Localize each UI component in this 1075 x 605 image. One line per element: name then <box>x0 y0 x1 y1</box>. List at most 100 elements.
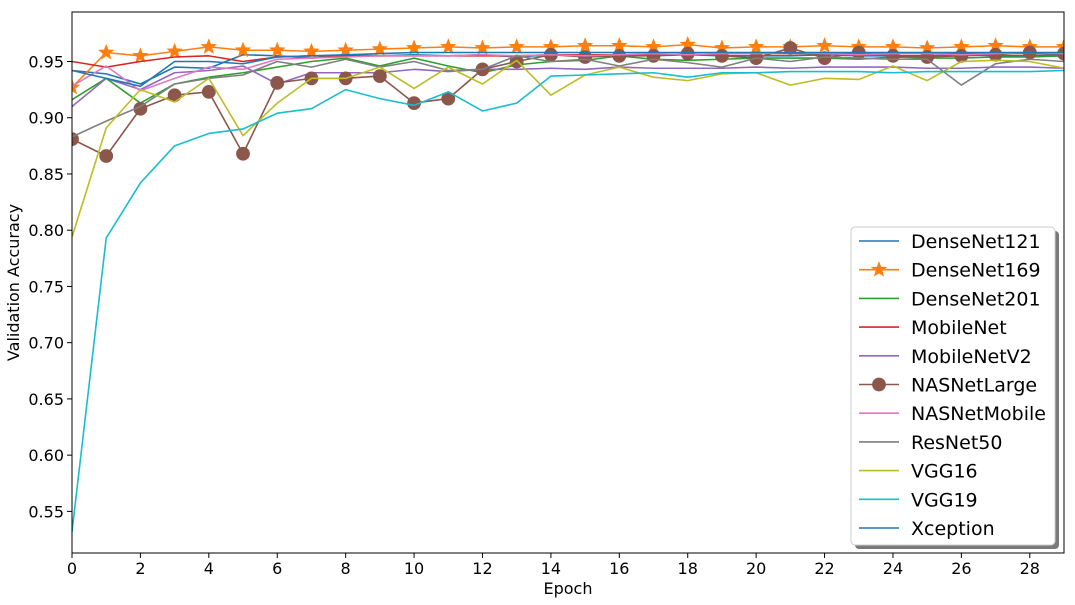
x-tick-label: 18 <box>678 559 698 578</box>
x-tick-label: 20 <box>746 559 766 578</box>
data-point-densenet169 <box>166 42 183 59</box>
x-tick-label: 14 <box>541 559 561 578</box>
data-point-densenet169 <box>303 42 320 59</box>
legend-label: DenseNet201 <box>911 288 1041 310</box>
data-point-nasnetlarge <box>715 48 729 63</box>
data-point-nasnetlarge <box>680 46 695 61</box>
legend-item-mobilenet: MobileNet <box>859 317 1007 339</box>
series-line-vgg19 <box>72 69 1064 532</box>
y-tick-label: 0.70 <box>28 334 64 353</box>
series-nasnetmobile <box>72 51 1064 92</box>
legend-label: DenseNet121 <box>911 231 1041 253</box>
legend-label: VGG16 <box>911 461 978 483</box>
data-point-densenet169 <box>371 40 389 57</box>
series-vgg16 <box>72 59 1064 238</box>
series-line-nasnetmobile <box>72 51 1064 92</box>
series-layer <box>72 36 1064 532</box>
x-tick-label: 22 <box>814 559 834 578</box>
y-tick-label: 0.90 <box>28 109 64 128</box>
x-tick-label: 12 <box>472 559 492 578</box>
data-point-nasnetlarge <box>99 149 114 163</box>
data-point-densenet169 <box>234 41 252 58</box>
series-line-xception <box>72 51 1064 88</box>
data-point-nasnetlarge <box>236 146 250 161</box>
legend: DenseNet121 DenseNet169 DenseNet201 MobileN… <box>850 226 1059 549</box>
data-point-densenet169 <box>508 38 525 54</box>
y-tick-label: 0.75 <box>28 277 64 296</box>
data-point-densenet169 <box>747 38 765 54</box>
data-point-nasnetlarge <box>270 75 285 90</box>
legend-item-nasnetmobile: NASNetMobile <box>859 403 1046 425</box>
data-point-densenet169 <box>611 37 628 53</box>
data-point-nasnetlarge <box>201 84 216 99</box>
legend-item-densenet121: DenseNet121 <box>859 231 1041 253</box>
data-point-densenet169 <box>200 38 218 54</box>
x-tick-label: 8 <box>341 559 351 578</box>
x-tick-label: 6 <box>272 559 282 578</box>
data-point-nasnetlarge <box>612 48 627 63</box>
x-tick-label: 26 <box>951 559 971 578</box>
legend-marker <box>872 377 886 392</box>
data-point-densenet169 <box>474 39 491 55</box>
x-tick-label: 2 <box>135 559 145 578</box>
y-tick-label: 0.55 <box>28 502 64 521</box>
legend-label: NASNetMobile <box>911 403 1046 425</box>
legend-label: MobileNet <box>911 317 1007 339</box>
y-tick-label: 0.95 <box>28 52 64 71</box>
data-point-nasnetlarge <box>988 47 1003 62</box>
y-axis: 0.55 0.60 0.65 0.70 0.75 0.80 0.85 0.90 0.95 <box>28 52 72 521</box>
x-tick-label: 4 <box>204 559 214 578</box>
data-point-nasnetlarge <box>372 69 387 84</box>
legend-item-mobilenetv2: MobileNetV2 <box>859 346 1032 368</box>
legend-label: MobileNetV2 <box>911 346 1032 368</box>
x-tick-label: 28 <box>1020 559 1040 578</box>
legend-label: DenseNet169 <box>911 260 1041 282</box>
legend-item-xception: Xception <box>859 518 995 540</box>
y-tick-label: 0.65 <box>28 390 64 409</box>
legend-item-vgg16: VGG16 <box>859 461 978 483</box>
legend-item-nasnetlarge: NASNetLarge <box>859 375 1037 397</box>
series-resnet50 <box>72 55 1064 138</box>
legend-item-vgg19: VGG19 <box>859 489 978 511</box>
x-tick-label: 16 <box>609 559 629 578</box>
data-point-densenet169 <box>269 41 286 58</box>
data-point-nasnetlarge <box>954 48 969 63</box>
x-axis-title: Epoch <box>544 579 593 598</box>
legend-label: ResNet50 <box>911 432 1002 454</box>
data-point-densenet169 <box>337 41 354 58</box>
x-tick-label: 0 <box>67 559 77 578</box>
data-point-densenet169 <box>405 39 423 55</box>
series-densenet169 <box>72 36 1064 95</box>
data-point-densenet169 <box>72 78 81 95</box>
data-point-nasnetlarge <box>783 41 798 55</box>
series-vgg19 <box>72 69 1064 532</box>
legend-label: VGG19 <box>911 489 978 511</box>
x-tick-label: 24 <box>883 559 903 578</box>
legend-label: NASNetLarge <box>911 375 1037 397</box>
y-tick-label: 0.60 <box>28 446 64 465</box>
series-xception <box>72 51 1064 88</box>
series-mobilenetv2 <box>72 65 1064 108</box>
legend-item-densenet201: DenseNet201 <box>859 288 1041 310</box>
series-line-resnet50 <box>72 55 1064 138</box>
data-point-densenet169 <box>98 43 115 60</box>
legend-label: Xception <box>911 518 995 540</box>
series-line-mobilenetv2 <box>72 65 1064 108</box>
y-axis-title: Validation Accuracy <box>4 204 23 361</box>
data-point-densenet169 <box>576 37 594 53</box>
legend-item-densenet169: DenseNet169 <box>859 260 1041 282</box>
data-point-densenet169 <box>816 37 833 53</box>
data-point-densenet169 <box>132 47 149 63</box>
legend-item-resnet50: ResNet50 <box>859 432 1002 454</box>
y-tick-label: 0.85 <box>28 165 64 184</box>
series-line-densenet169 <box>72 43 1064 88</box>
y-tick-label: 0.80 <box>28 221 64 240</box>
data-point-nasnetlarge <box>886 48 900 63</box>
series-line-vgg16 <box>72 59 1064 238</box>
x-tick-label: 10 <box>404 559 424 578</box>
x-axis: 0 2 4 6 8 10 12 14 16 18 20 22 24 26 28 <box>67 553 1040 578</box>
plot-area-frame <box>71 11 1065 554</box>
data-point-densenet169 <box>440 38 457 54</box>
legend-box <box>850 226 1056 546</box>
